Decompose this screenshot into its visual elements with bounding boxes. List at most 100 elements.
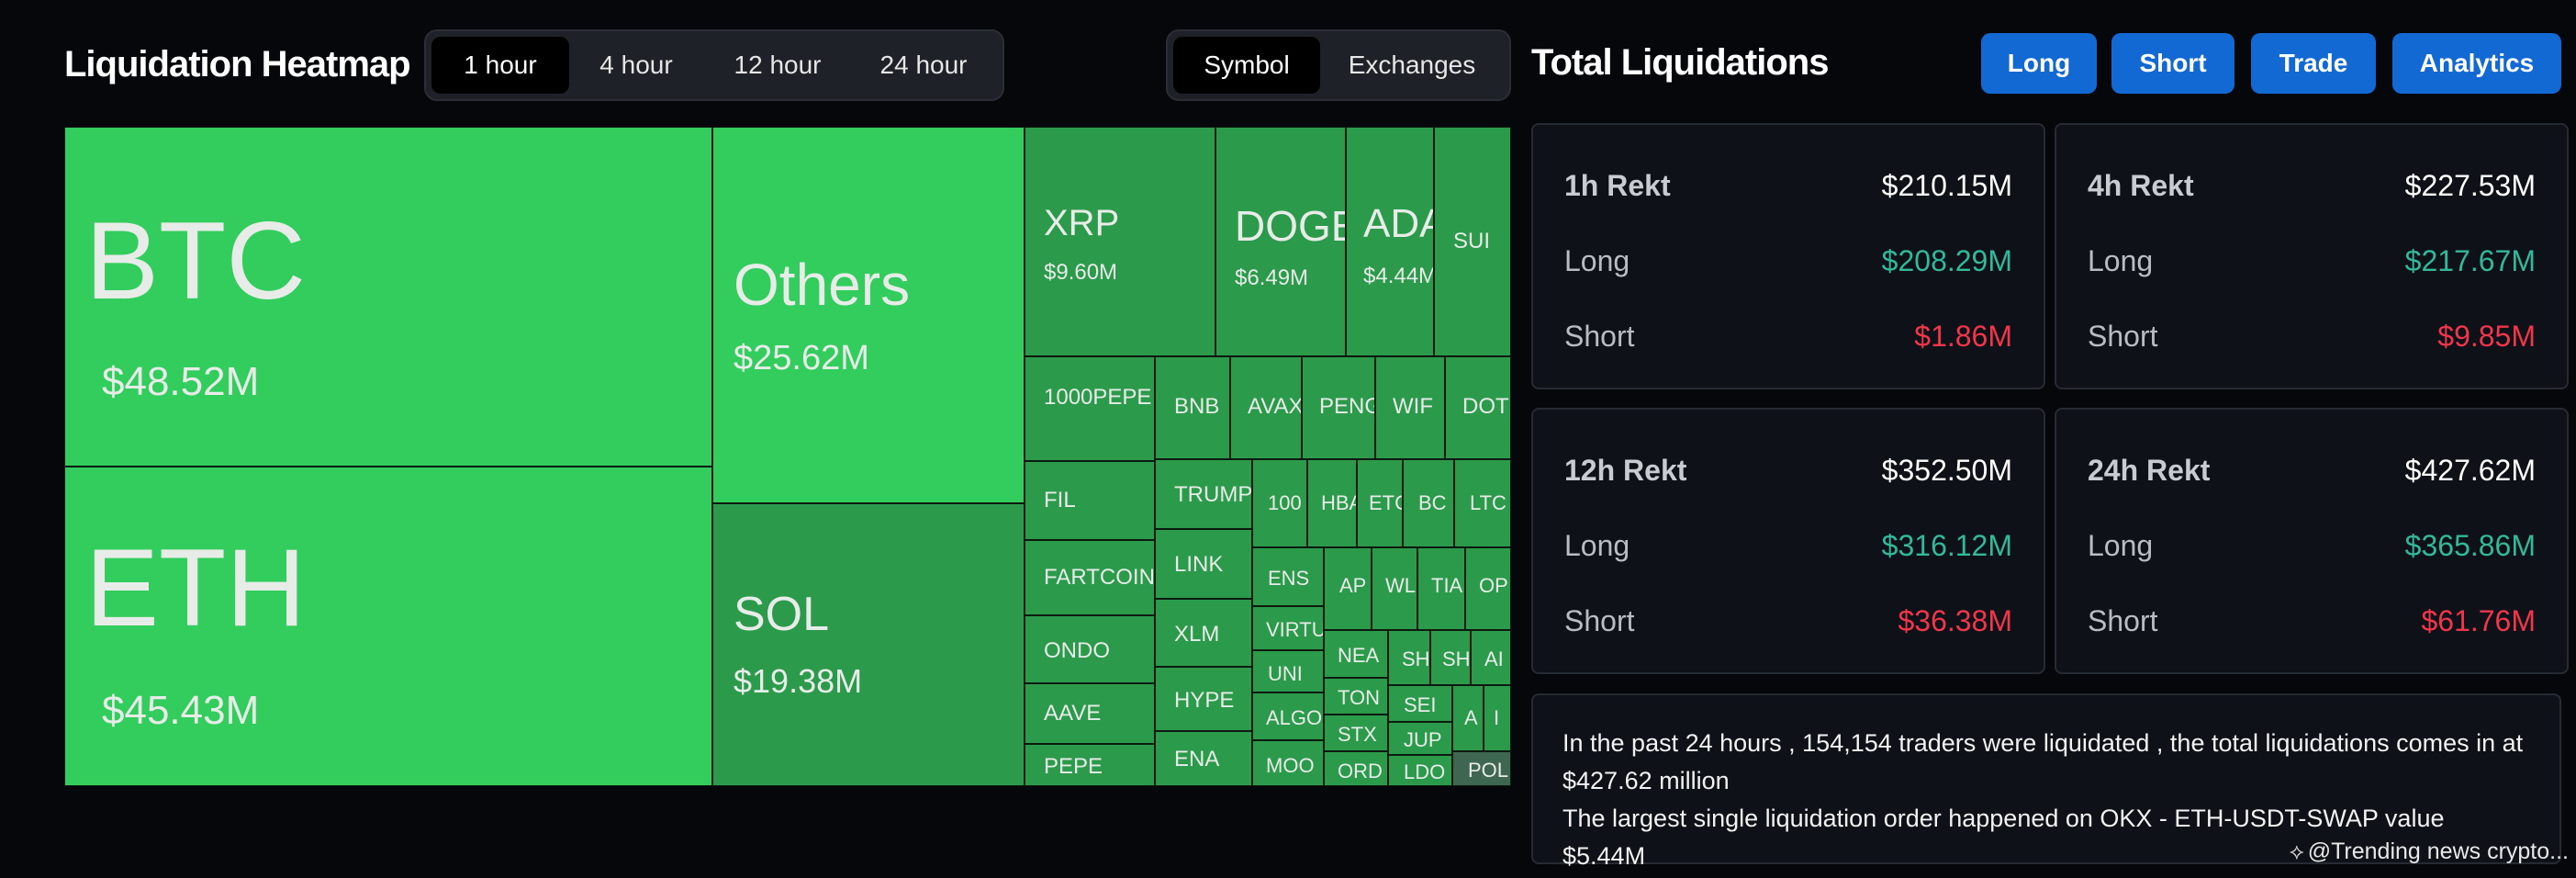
- binance-square-icon: ⟡: [2289, 839, 2304, 864]
- timeframe-selector: 1 hour 4 hour 12 hour 24 hour: [424, 29, 1004, 101]
- long-value: $365.86M: [2404, 529, 2536, 562]
- heatmap-tile-ldo[interactable]: LDO: [1388, 755, 1452, 786]
- tile-symbol: OP: [1479, 574, 1508, 597]
- card-title: 12h Rekt: [1564, 454, 1687, 487]
- heatmap-tile-ada[interactable]: ADA $4.44M: [1346, 127, 1434, 356]
- heatmap-tile-op[interactable]: OP: [1465, 547, 1511, 630]
- tile-symbol: PEPE: [1044, 754, 1103, 779]
- heatmap-tile-trump[interactable]: TRUMP: [1155, 459, 1252, 529]
- analytics-button[interactable]: Analytics: [2392, 33, 2561, 94]
- heatmap-tile-xrp[interactable]: XRP $9.60M: [1025, 127, 1215, 356]
- tile-symbol: ETC: [1369, 491, 1402, 514]
- short-value: $61.76M: [2421, 604, 2536, 637]
- heatmap-tile-moo[interactable]: MOO: [1252, 740, 1324, 786]
- heatmap-tile-bnb[interactable]: BNB: [1155, 356, 1230, 459]
- heatmap-tile-ens[interactable]: ENS: [1252, 547, 1324, 606]
- tile-symbol: VIRTU: [1266, 618, 1324, 641]
- tab-24-hour[interactable]: 24 hour: [879, 51, 968, 79]
- summary-line-1: In the past 24 hours , 154,154 traders w…: [1562, 729, 2524, 794]
- heatmap-tile-hype[interactable]: HYPE: [1155, 667, 1252, 731]
- heatmap-tile-a[interactable]: A: [1452, 685, 1484, 751]
- long-button[interactable]: Long: [1981, 33, 2097, 94]
- heatmap-tile-fil[interactable]: FIL: [1025, 461, 1155, 540]
- heatmap-tile-ena[interactable]: ENA: [1155, 731, 1252, 786]
- heatmap-tile-ton[interactable]: TON: [1324, 678, 1388, 715]
- heatmap-tile-sol[interactable]: SOL $19.38M: [712, 503, 1025, 786]
- tab-1-hour[interactable]: 1 hour: [431, 37, 569, 94]
- heatmap-tile-peng[interactable]: PENG: [1302, 356, 1375, 459]
- heatmap-tile-ord[interactable]: ORD: [1324, 751, 1388, 786]
- tab-symbol[interactable]: Symbol: [1173, 37, 1320, 94]
- tile-symbol: SH: [1402, 647, 1430, 670]
- liquidation-summary: In the past 24 hours , 154,154 traders w…: [1531, 693, 2561, 870]
- long-value: $208.29M: [1881, 244, 2012, 277]
- tile-symbol: ONDO: [1044, 638, 1110, 663]
- tile-symbol: ETH: [85, 526, 306, 649]
- card-total: $210.15M: [1881, 169, 2012, 202]
- heatmap-tile-sei[interactable]: SEI: [1388, 685, 1452, 722]
- heatmap-tile-1000pepe[interactable]: 1000PEPE: [1025, 356, 1155, 461]
- heatmap-tile-ondo[interactable]: ONDO: [1025, 615, 1155, 683]
- trade-button[interactable]: Trade: [2251, 33, 2376, 94]
- tile-symbol: ORD: [1338, 760, 1383, 782]
- heatmap-tile-algo[interactable]: ALGO: [1252, 692, 1324, 740]
- heatmap-tile-uni[interactable]: UNI: [1252, 650, 1324, 692]
- rekt-card-1h: 1h Rekt $210.15M Long $208.29M Short $1.…: [1531, 123, 2045, 389]
- heatmap-tile-eth[interactable]: ETH $45.43M: [64, 467, 712, 786]
- short-button[interactable]: Short: [2111, 33, 2234, 94]
- tile-value: $48.52M: [102, 359, 260, 404]
- tile-value: $19.38M: [734, 662, 863, 700]
- tab-12-hour[interactable]: 12 hour: [734, 51, 822, 79]
- tile-symbol: AVAX: [1248, 394, 1302, 419]
- tile-symbol: AI: [1484, 647, 1504, 670]
- card-total: $427.62M: [2404, 454, 2536, 487]
- heatmap-tile-nea[interactable]: NEA: [1324, 630, 1388, 678]
- heatmap-tile-ai[interactable]: AI: [1471, 630, 1511, 685]
- heatmap-tile-etc[interactable]: ETC: [1357, 459, 1403, 547]
- heatmap-tile-others[interactable]: Others $25.62M: [712, 127, 1025, 503]
- tile-value: $25.62M: [734, 339, 869, 377]
- tile-symbol: WL: [1385, 574, 1416, 597]
- heatmap-tile-ap[interactable]: AP: [1324, 547, 1372, 630]
- heatmap-tile-sh-2[interactable]: SH: [1430, 630, 1471, 685]
- tile-symbol: FIL: [1044, 488, 1076, 512]
- heatmap-tile-bc[interactable]: BC: [1403, 459, 1454, 547]
- tab-exchanges[interactable]: Exchanges: [1348, 51, 1476, 79]
- heatmap-tile-sh-1[interactable]: SH: [1388, 630, 1430, 685]
- tile-symbol: DOT: [1462, 394, 1509, 419]
- tile-symbol: UNI: [1268, 662, 1303, 685]
- tile-symbol: ADA: [1363, 201, 1433, 246]
- heatmap-tile-link[interactable]: LINK: [1155, 529, 1252, 599]
- short-value: $1.86M: [1914, 320, 2012, 353]
- heatmap-tile-fartcoin[interactable]: FARTCOIN: [1025, 540, 1155, 615]
- tile-symbol: DOGE: [1235, 202, 1345, 250]
- tab-4-hour[interactable]: 4 hour: [599, 51, 673, 79]
- short-label: Short: [2088, 320, 2158, 353]
- heatmap-tile-wl[interactable]: WL: [1372, 547, 1417, 630]
- tile-symbol: XRP: [1044, 203, 1120, 243]
- tile-symbol: SUI: [1453, 229, 1491, 253]
- tile-value: $4.44M: [1363, 264, 1434, 288]
- heatmap-tile-aave[interactable]: AAVE: [1025, 683, 1155, 744]
- heatmap-tile-pepe[interactable]: PEPE: [1025, 744, 1155, 786]
- heatmap-tile-dot[interactable]: DOT: [1445, 356, 1511, 459]
- heatmap-tile-sui[interactable]: SUI: [1434, 127, 1511, 356]
- heatmap-tile-wif[interactable]: WIF: [1375, 356, 1445, 459]
- heatmap-tile-btc[interactable]: BTC $48.52M: [64, 127, 712, 467]
- heatmap-tile-i[interactable]: I: [1484, 685, 1511, 751]
- heatmap-tile-hba[interactable]: HBA: [1307, 459, 1357, 547]
- heatmap-tile-avax[interactable]: AVAX: [1230, 356, 1302, 459]
- heatmap-tile-jup[interactable]: JUP: [1388, 722, 1452, 755]
- heatmap-tile-pol[interactable]: POL: [1452, 751, 1511, 786]
- heatmap-tile-ltc[interactable]: LTC: [1454, 459, 1511, 547]
- heatmap-tile-virtu[interactable]: VIRTU: [1252, 606, 1324, 650]
- tile-symbol: TRUMP: [1174, 482, 1252, 507]
- heatmap-tile-100[interactable]: 100: [1252, 459, 1307, 547]
- tile-symbol: ENS: [1268, 567, 1310, 590]
- heatmap-tile-tia[interactable]: TIA: [1417, 547, 1465, 630]
- heatmap-tile-xlm[interactable]: XLM: [1155, 599, 1252, 667]
- heatmap-tile-stx[interactable]: STX: [1324, 715, 1388, 751]
- short-label: Short: [1564, 320, 1635, 353]
- long-value: $217.67M: [2404, 244, 2536, 277]
- heatmap-tile-doge[interactable]: DOGE $6.49M: [1215, 127, 1346, 356]
